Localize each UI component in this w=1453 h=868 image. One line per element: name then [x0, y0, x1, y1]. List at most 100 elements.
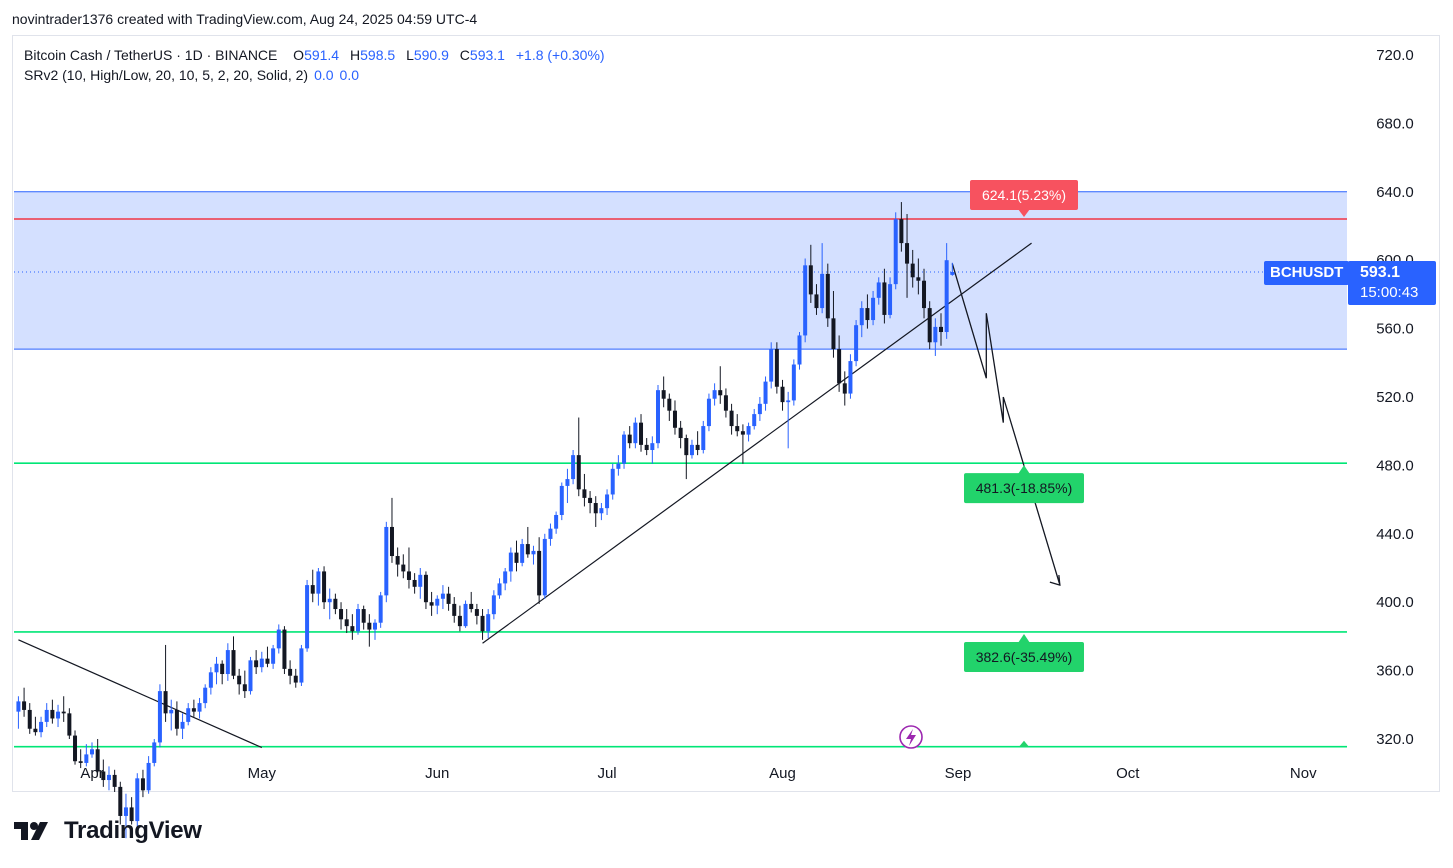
candle[interactable]	[16, 696, 21, 729]
candle[interactable]	[265, 646, 270, 668]
candle[interactable]	[118, 781, 123, 825]
candle[interactable]	[350, 614, 355, 640]
candle[interactable]	[231, 636, 236, 680]
candle[interactable]	[644, 438, 649, 456]
candle[interactable]	[140, 769, 145, 798]
candle[interactable]	[310, 569, 315, 603]
candle[interactable]	[571, 450, 576, 485]
candle[interactable]	[418, 568, 423, 599]
candle[interactable]	[859, 301, 864, 338]
candle[interactable]	[384, 521, 389, 603]
candle[interactable]	[220, 660, 225, 685]
candle[interactable]	[378, 591, 383, 628]
candle[interactable]	[769, 342, 774, 389]
candle[interactable]	[106, 766, 111, 791]
candle[interactable]	[520, 538, 525, 567]
candle[interactable]	[837, 335, 842, 392]
candle[interactable]	[39, 716, 44, 738]
candle[interactable]	[950, 262, 955, 276]
candle[interactable]	[627, 426, 632, 449]
candle[interactable]	[701, 420, 706, 454]
candle[interactable]	[67, 708, 72, 739]
candle[interactable]	[373, 619, 377, 640]
candle[interactable]	[820, 243, 825, 314]
candle[interactable]	[389, 497, 394, 563]
candle[interactable]	[616, 455, 621, 476]
candle[interactable]	[542, 533, 547, 599]
candle[interactable]	[457, 605, 462, 632]
candle[interactable]	[33, 716, 38, 736]
candle[interactable]	[882, 268, 887, 324]
candle[interactable]	[774, 342, 779, 394]
candle[interactable]	[876, 277, 881, 305]
candle[interactable]	[672, 400, 677, 435]
time-axis[interactable]: Apr May Jun Jul Aug Sep Oct Nov	[80, 765, 1317, 782]
candle[interactable]	[695, 431, 700, 456]
candle[interactable]	[84, 744, 89, 767]
candle[interactable]	[146, 756, 151, 794]
candle[interactable]	[865, 294, 870, 329]
candle[interactable]	[208, 667, 213, 695]
candle[interactable]	[322, 566, 327, 610]
candle[interactable]	[763, 376, 768, 411]
candle[interactable]	[282, 626, 287, 675]
candle[interactable]	[752, 408, 757, 430]
candle[interactable]	[735, 414, 740, 437]
candle[interactable]	[503, 568, 508, 591]
candle[interactable]	[95, 739, 100, 774]
candle[interactable]	[633, 417, 638, 449]
candle[interactable]	[667, 393, 672, 421]
candle[interactable]	[163, 644, 168, 722]
candle[interactable]	[780, 379, 785, 411]
candle[interactable]	[27, 703, 32, 734]
candle[interactable]	[412, 573, 417, 594]
candle[interactable]	[678, 420, 683, 449]
candle[interactable]	[910, 249, 915, 288]
candle[interactable]	[203, 684, 208, 709]
candle[interactable]	[661, 376, 666, 408]
candle[interactable]	[508, 547, 513, 582]
candle[interactable]	[237, 668, 242, 695]
candle[interactable]	[554, 511, 559, 534]
candle[interactable]	[916, 258, 921, 295]
candle[interactable]	[514, 540, 519, 572]
candle[interactable]	[435, 595, 440, 615]
candle[interactable]	[22, 687, 27, 717]
candle[interactable]	[186, 703, 191, 726]
candle[interactable]	[299, 644, 304, 686]
candle[interactable]	[905, 214, 910, 298]
candle[interactable]	[135, 773, 140, 828]
projection-path[interactable]	[951, 263, 1061, 586]
candle[interactable]	[123, 793, 128, 839]
candle[interactable]	[922, 268, 927, 319]
candle[interactable]	[90, 742, 94, 758]
candle[interactable]	[316, 568, 321, 606]
symbol-description[interactable]: Bitcoin Cash / TetherUS · 1D · BINANCE	[24, 47, 278, 63]
candle[interactable]	[174, 701, 179, 736]
candle[interactable]	[254, 650, 259, 675]
candle[interactable]	[344, 609, 349, 633]
candle[interactable]	[825, 263, 830, 327]
candle[interactable]	[723, 388, 728, 418]
candle[interactable]	[525, 526, 530, 558]
candle[interactable]	[605, 489, 610, 515]
candle[interactable]	[469, 591, 474, 613]
candle[interactable]	[356, 603, 361, 635]
candle[interactable]	[73, 730, 78, 765]
candle[interactable]	[305, 579, 310, 652]
candle[interactable]	[61, 696, 66, 722]
candle[interactable]	[180, 713, 185, 739]
candle[interactable]	[401, 554, 406, 579]
candle[interactable]	[588, 491, 593, 514]
candle[interactable]	[933, 318, 938, 356]
indicator-title[interactable]: SRv2 (10, High/Low, 20, 10, 5, 2, 20, So…	[24, 67, 309, 83]
candle[interactable]	[599, 503, 604, 521]
candle[interactable]	[740, 424, 745, 464]
candle[interactable]	[684, 434, 689, 480]
candle[interactable]	[689, 439, 694, 459]
candle[interactable]	[452, 597, 457, 623]
candle[interactable]	[129, 797, 134, 825]
candle[interactable]	[576, 417, 581, 497]
candle[interactable]	[791, 359, 796, 406]
